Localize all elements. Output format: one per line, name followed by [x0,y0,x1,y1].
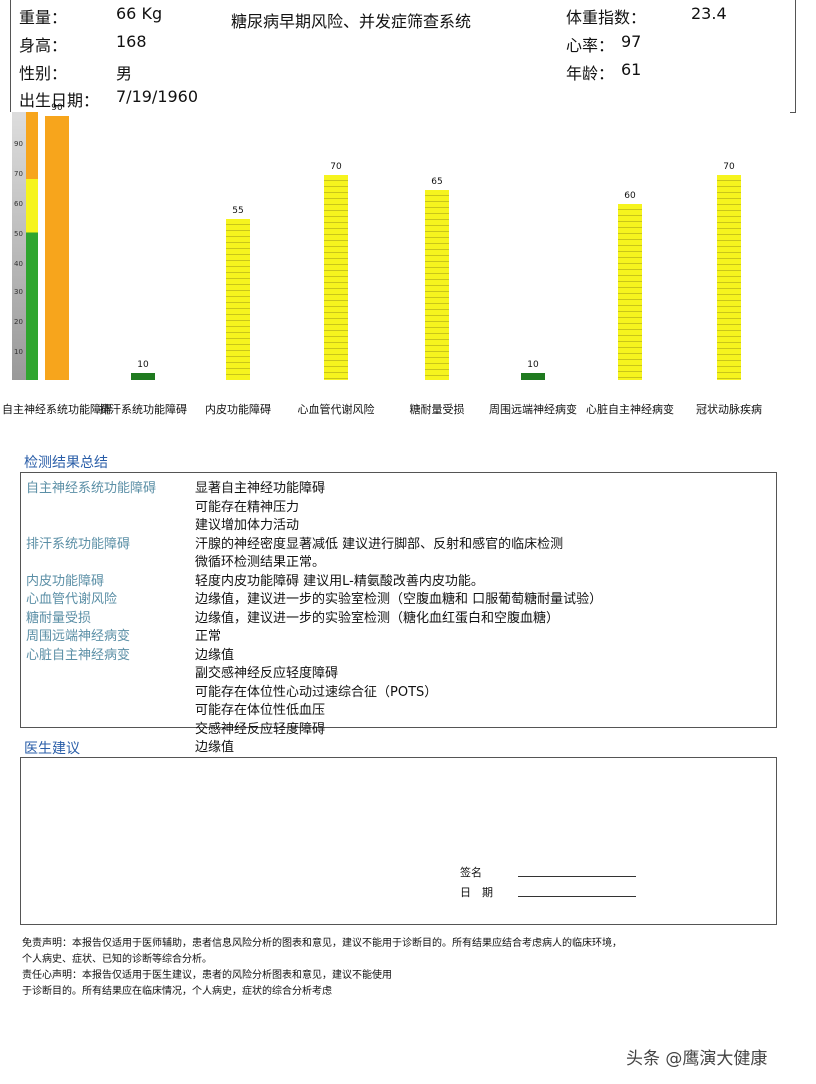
signature-label: 签名 [460,866,482,879]
summary-item-text: 可能存在体位性低血压 [195,703,326,718]
bar-value-label: 10 [527,360,539,370]
watermark: 头条 @鹰演大健康 [626,1049,768,1069]
summary-item-text: 显著自主神经功能障碍 [195,481,326,496]
summary-item-text: 边缘值 [195,740,235,755]
dob-value: 7/19/1960 [116,87,199,106]
bmi-label: 体重指数： [566,8,647,27]
patient-header: 重量： 66 Kg 身高： 168 性别： 男 出生日期： 7/19/1960 … [10,0,796,113]
summary-item-text: 副交感神经反应轻度障碍 [195,666,339,681]
bar-value-label: 65 [431,176,443,187]
bar-value-label: 10 [137,360,149,370]
summary-item-text: 交感神经反应轻度障碍 [195,721,326,737]
height-value: 168 [116,32,147,51]
summary-item-text: 可能存在精神压力 [195,499,300,515]
age-label: 年龄： [566,64,615,83]
summary-item-label: 周围远端神经病变 [26,629,131,644]
disclaimer-line: 于诊断目的。所有结果应在临床情况，个人病史，症状的综合分析考虑 [22,986,332,997]
age-value: 61 [621,60,642,79]
summary-item-text: 边缘值，建议进一步的实验室检测（糖化血红蛋白和空腹血糖） [195,610,560,626]
summary-item-label: 心脏自主神经病变 [26,647,131,663]
disclaimer-line: 责任心声明：本报告仅适用于医生建议，患者的风险分析图表和意见，建议不能使用 [22,970,392,981]
sex-label: 性别： [19,64,68,83]
summary-item-label: 自主神经系统功能障碍 [26,481,157,496]
category-label: 心血管代谢风险 [297,403,375,416]
weight-label: 重量： [19,8,68,27]
advice-title: 医生建议 [24,741,80,757]
date-line[interactable] [518,896,636,897]
bar [618,204,642,380]
sex-value: 男 [116,64,133,83]
advice-box[interactable] [20,757,777,925]
bar-value-label: 70 [723,161,735,172]
bar-value-label: 70 [330,161,342,172]
bar-value-label: 90 [51,103,63,114]
scale-tick-label: 20 [14,318,23,326]
category-label: 周围远端神经病变 [489,403,577,416]
dob-label: 出生日期： [19,91,100,110]
bar-value-label: 60 [624,191,636,202]
category-label: 排汗系统功能障碍 [99,403,187,416]
scale-tick-label: 40 [14,260,23,268]
summary-item-text: 正常 [195,629,222,644]
category-label: 内皮功能障碍 [205,403,271,416]
hr-value: 97 [621,32,642,51]
summary-item-text: 边缘值，建议进一步的实验室检测（空腹血糖和 口服葡萄糖耐量试验） [195,592,603,607]
weight-value: 66 Kg [116,4,163,23]
bar [425,189,449,380]
scale-tick-label: 90 [14,140,23,148]
scale-tick-label: 60 [14,200,23,208]
hr-label: 心率： [566,36,615,55]
category-label: 冠状动脉疾病 [696,403,762,416]
scale-bar [12,112,26,380]
summary-item-label: 排汗系统功能障碍 [26,536,131,552]
summary-box [20,472,777,728]
bar-chart: 90 70 60 50 40 30 20 10 90 自主神经系统功能障碍 10 排汗系统功能障碍 5… [2,103,790,416]
summary-item-text: 微循环检测结果正常。 [195,555,326,570]
scale-tick-label: 50 [14,230,23,238]
summary-item-label: 糖耐量受损 [26,610,92,626]
summary-item-text: 边缘值 [195,647,235,663]
bar [45,116,69,380]
category-label: 自主神经系统功能障碍 [2,403,112,416]
bar [324,174,348,380]
bar [226,218,250,380]
bar [131,373,155,380]
page-title: 糖尿病早期风险、并发症筛查系统 [231,12,472,31]
summary-item-label: 内皮功能障碍 [26,573,105,589]
summary-item-text: 可能存在体位性心动过速综合征（POTS） [195,684,438,700]
bar [717,174,741,380]
summary-item-text: 建议增加体力活动 [195,518,300,533]
bmi-value: 23.4 [691,4,727,23]
signature-line[interactable] [518,876,636,877]
summary-title: 检测结果总结 [24,455,108,471]
summary-item-text: 轻度内皮功能障碍 建议用L-精氨酸改善内皮功能。 [195,573,484,589]
category-label: 糖耐量受损 [409,403,465,416]
disclaimer-line: 免责声明：本报告仅适用于医师辅助，患者信息风险分析的图表和意见，建议不能用于诊断… [22,938,622,949]
disclaimer-line: 个人病史、症状、已知的诊断等综合分析。 [22,954,212,965]
category-label: 心脏自主神经病变 [586,403,674,416]
summary-item-label: 心血管代谢风险 [26,592,118,607]
scale-tick-label: 70 [14,170,23,178]
date-label: 日 期 [460,886,493,899]
summary-item-text: 汗腺的神经密度显著减低 建议进行脚部、反射和感官的临床检测 [195,536,564,552]
scale-tick-label: 30 [14,288,23,296]
scale-tick-label: 10 [14,348,23,356]
height-label: 身高： [19,36,68,55]
scale-zone-bar [26,112,38,380]
bar-value-label: 55 [232,205,244,216]
bar [521,373,545,380]
